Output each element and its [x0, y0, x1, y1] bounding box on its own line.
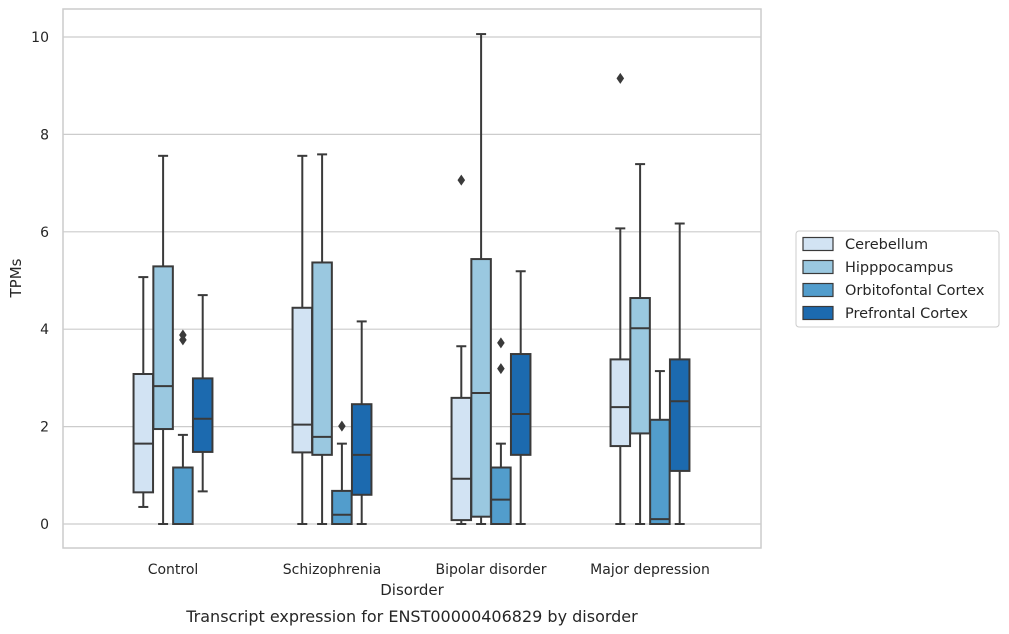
y-tick-label: 8 [40, 127, 49, 143]
legend-label: Cerebellum [845, 237, 928, 253]
box-iqr [350, 403, 373, 496]
outlier-point [616, 72, 625, 84]
box-iqr [172, 466, 194, 525]
x-axis-label: Disorder [380, 581, 444, 599]
box-iqr [649, 418, 671, 526]
box-iqr [609, 358, 632, 448]
x-tick-label: Bipolar disorder [435, 562, 546, 578]
y-tick-label: 4 [40, 322, 49, 338]
x-tick-label: Schizophrenia [283, 562, 381, 578]
legend-swatch [802, 282, 834, 298]
legend-swatch [802, 236, 834, 252]
box-iqr [629, 297, 651, 435]
legend-swatch [802, 259, 834, 275]
legend-swatch [802, 305, 834, 321]
box-orbitofontal-cortex-2 [490, 337, 512, 525]
plot-frame [62, 8, 762, 549]
box-prefrontal-cortex-1 [350, 320, 373, 525]
y-axis-ticks: 0 2 4 6 8 10 [31, 30, 49, 533]
x-axis-ticks: Control Schizophrenia Bipolar disorder Majo… [148, 562, 710, 578]
outlier-point [179, 329, 187, 341]
box-iqr [668, 358, 691, 472]
box-iqr [311, 261, 333, 456]
x-tick-label: Major depression [590, 562, 710, 578]
legend: Cerebellum Hipppocampus Orbitofontal Corte… [795, 230, 1000, 328]
box-groups [132, 33, 691, 526]
box-iqr [191, 377, 214, 453]
box-prefrontal-cortex-2 [509, 270, 532, 525]
y-tick-label: 2 [40, 420, 49, 436]
outlier-point [457, 174, 466, 186]
box-hipppocampus-3 [629, 163, 651, 525]
box-orbitofontal-cortex-0 [172, 329, 194, 525]
x-tick-label: Control [148, 562, 199, 578]
legend-label: Prefrontal Cortex [845, 306, 968, 322]
legend-label: Orbitofontal Cortex [845, 283, 985, 299]
box-cerebellum-1 [291, 154, 314, 525]
box-hipppocampus-1 [311, 153, 333, 525]
box-iqr [470, 258, 492, 518]
box-orbitofontal-cortex-1 [331, 420, 353, 526]
box-hipppocampus-0 [152, 154, 174, 525]
y-tick-label: 10 [31, 30, 49, 46]
box-hipppocampus-2 [470, 33, 492, 525]
outlier-point [497, 363, 505, 375]
box-orbitofontal-cortex-3 [649, 370, 671, 526]
chart-caption: Transcript expression for ENST0000040682… [185, 607, 638, 626]
box-iqr [490, 466, 512, 525]
box-cerebellum-3 [609, 72, 632, 525]
box-cerebellum-0 [132, 276, 155, 508]
y-axis-label: TPMs [7, 258, 25, 298]
outlier-point [497, 337, 505, 349]
box-iqr [132, 373, 155, 494]
legend-label: Hipppocampus [845, 260, 953, 276]
box-cerebellum-2 [450, 174, 473, 525]
y-tick-label: 0 [40, 517, 49, 533]
box-prefrontal-cortex-3 [668, 222, 691, 525]
y-tick-label: 6 [40, 225, 49, 241]
box-iqr [152, 265, 174, 431]
box-iqr [291, 306, 314, 454]
box-iqr [509, 353, 532, 456]
box-prefrontal-cortex-0 [191, 294, 214, 493]
outlier-point [338, 420, 346, 432]
legend-frame [795, 230, 1000, 328]
box-iqr [450, 396, 473, 522]
box-iqr [331, 489, 353, 526]
